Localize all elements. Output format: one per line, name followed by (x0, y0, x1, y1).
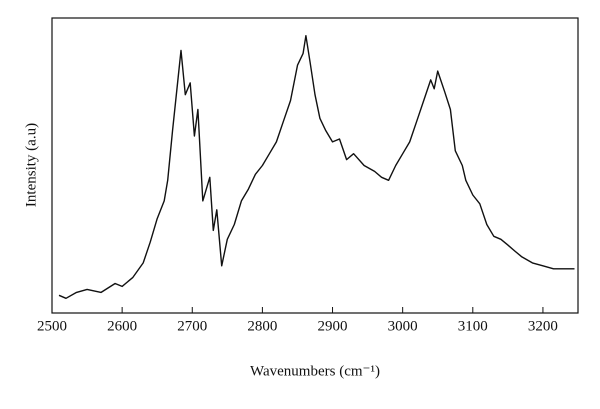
y-axis-label: Intensity (a.u) (23, 123, 39, 207)
plot-frame (51, 17, 579, 314)
x-tick-label: 3200 (528, 318, 558, 334)
x-tick-label: 2600 (107, 318, 137, 334)
x-tick-label: 2700 (177, 318, 207, 334)
x-tick-label: 2800 (247, 318, 277, 334)
x-tick-label: 2500 (37, 318, 67, 334)
data-line (58, 35, 575, 299)
x-tick-label: 3000 (388, 318, 418, 334)
x-axis-label: Wavenumbers (cm⁻¹) (250, 363, 380, 379)
x-tick-label: 3100 (458, 318, 488, 334)
x-tick-label: 2900 (318, 318, 348, 334)
